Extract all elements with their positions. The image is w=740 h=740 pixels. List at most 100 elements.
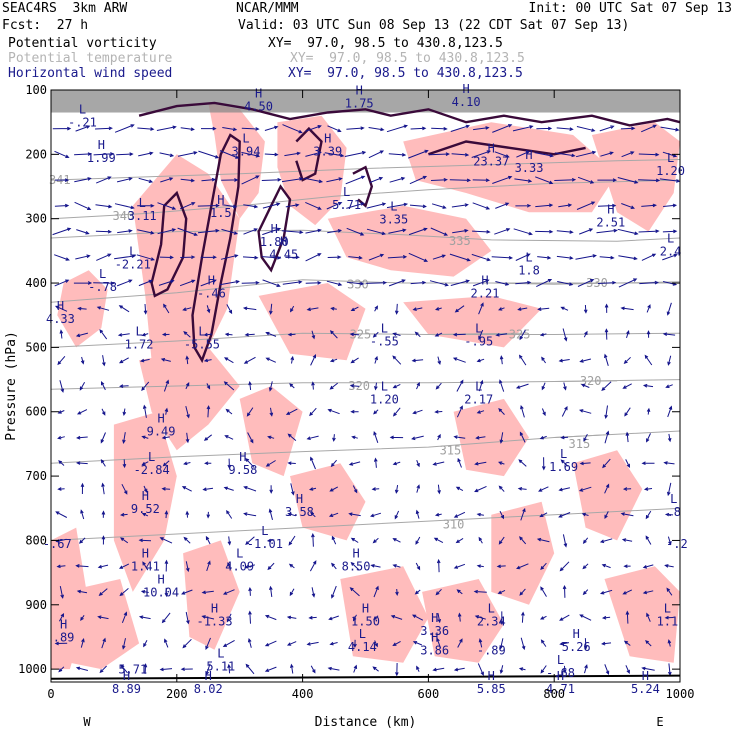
wind-vector: [416, 665, 420, 672]
wind-vector: [414, 331, 421, 338]
extremum-marker: L: [79, 103, 86, 117]
wind-vector: [575, 254, 597, 260]
wind-vector: [350, 537, 359, 543]
y-tick-label: 300: [25, 212, 47, 226]
wind-vector: [287, 461, 296, 466]
wind-vector: [141, 461, 149, 466]
wind-vector: [206, 560, 211, 572]
wind-vector: [350, 306, 359, 311]
wind-vector: [310, 354, 316, 366]
wind-vector: [667, 355, 672, 366]
extremum-value: -.67: [43, 537, 72, 551]
y-tick-label: 900: [25, 598, 47, 612]
wind-vector: [287, 433, 297, 441]
wind-vector: [119, 588, 129, 597]
wind-vector: [575, 150, 597, 158]
wind-vector: [604, 328, 609, 340]
wind-vector: [372, 537, 379, 544]
wind-vector: [284, 151, 301, 157]
wind-vector: [554, 177, 577, 182]
wind-vector: [287, 512, 296, 517]
wind-vector: [114, 254, 136, 260]
wind-vector: [621, 538, 633, 542]
wind-vector: [373, 430, 379, 443]
wind-vector: [664, 615, 674, 620]
wind-vector: [311, 587, 316, 598]
wind-vector: [306, 307, 319, 312]
wind-vector: [496, 564, 506, 569]
wind-vector: [201, 126, 217, 131]
wind-vector: [121, 611, 128, 623]
wind-vector: [388, 279, 406, 287]
wind-vector: [436, 558, 441, 573]
wind-vector: [374, 305, 378, 312]
extremum-value: -.46: [197, 286, 226, 300]
wind-vector: [582, 537, 589, 545]
wind-vector: [660, 126, 680, 132]
x-tick-label: 1000: [666, 687, 695, 701]
pv-shaded-region: [183, 540, 240, 650]
extremum-marker: H: [488, 141, 495, 155]
y-tick-label: 400: [25, 276, 47, 290]
wind-vector: [471, 253, 491, 262]
extremum-value: 5.26: [562, 640, 591, 654]
extremum-value: 1.41: [131, 560, 160, 574]
wind-vector: [138, 151, 154, 157]
wind-vector: [246, 407, 254, 417]
extremum-value: 5.71: [118, 663, 147, 677]
wind-vector: [93, 152, 115, 156]
wind-vector: [329, 382, 339, 390]
wind-vector: [346, 281, 365, 286]
wind-vector: [185, 355, 190, 365]
wind-vector: [416, 460, 420, 468]
wind-vector: [492, 124, 513, 133]
wind-vector: [222, 204, 238, 209]
extremum-value: 1.8: [518, 264, 540, 278]
wind-vector: [638, 152, 660, 157]
wind-vector: [181, 486, 192, 492]
wind-vector: [308, 487, 317, 491]
wind-vector: [392, 407, 401, 417]
wind-vector: [562, 584, 567, 598]
extremum-value: -1.33: [196, 614, 232, 628]
wind-vector: [351, 435, 358, 440]
wind-vector: [202, 487, 214, 492]
wind-vector: [265, 357, 277, 363]
init-time: Init: 00 UTC Sat 07 Sep 13: [528, 1, 733, 16]
wind-vector: [386, 202, 409, 209]
wind-vector: [387, 255, 408, 259]
wind-vector: [54, 305, 68, 312]
wind-vector: [329, 641, 338, 646]
wind-vector: [562, 328, 568, 342]
wind-vector: [390, 615, 403, 620]
wind-vector: [556, 127, 574, 131]
theta-contour-label: 325: [350, 328, 372, 342]
wind-vector: [160, 358, 171, 362]
wind-vector: [185, 382, 190, 390]
wind-vector: [535, 203, 554, 208]
wind-vector: [456, 589, 463, 595]
wind-vector: [666, 587, 673, 596]
wind-vector: [374, 355, 378, 364]
wind-vector: [646, 304, 651, 313]
wind-vector: [95, 204, 113, 209]
pv-shaded-region: [573, 450, 643, 541]
extremum-marker: H: [98, 138, 105, 152]
extremum-marker: H: [525, 148, 532, 162]
extremum-value: 3.86: [420, 643, 449, 657]
wind-vector: [556, 255, 574, 260]
wind-vector: [374, 640, 378, 648]
pv-contour: [257, 184, 292, 273]
wind-vector: [625, 610, 630, 624]
wind-vector: [472, 202, 491, 210]
wind-vector: [164, 407, 169, 415]
extremum-marker: H: [57, 299, 64, 313]
wind-vector: [227, 536, 232, 546]
wind-vector: [118, 563, 130, 569]
wind-vector: [411, 358, 424, 363]
wind-vector: [118, 305, 130, 313]
wind-vector: [451, 152, 470, 157]
wind-vector: [580, 383, 590, 388]
wind-vector: [434, 512, 442, 517]
